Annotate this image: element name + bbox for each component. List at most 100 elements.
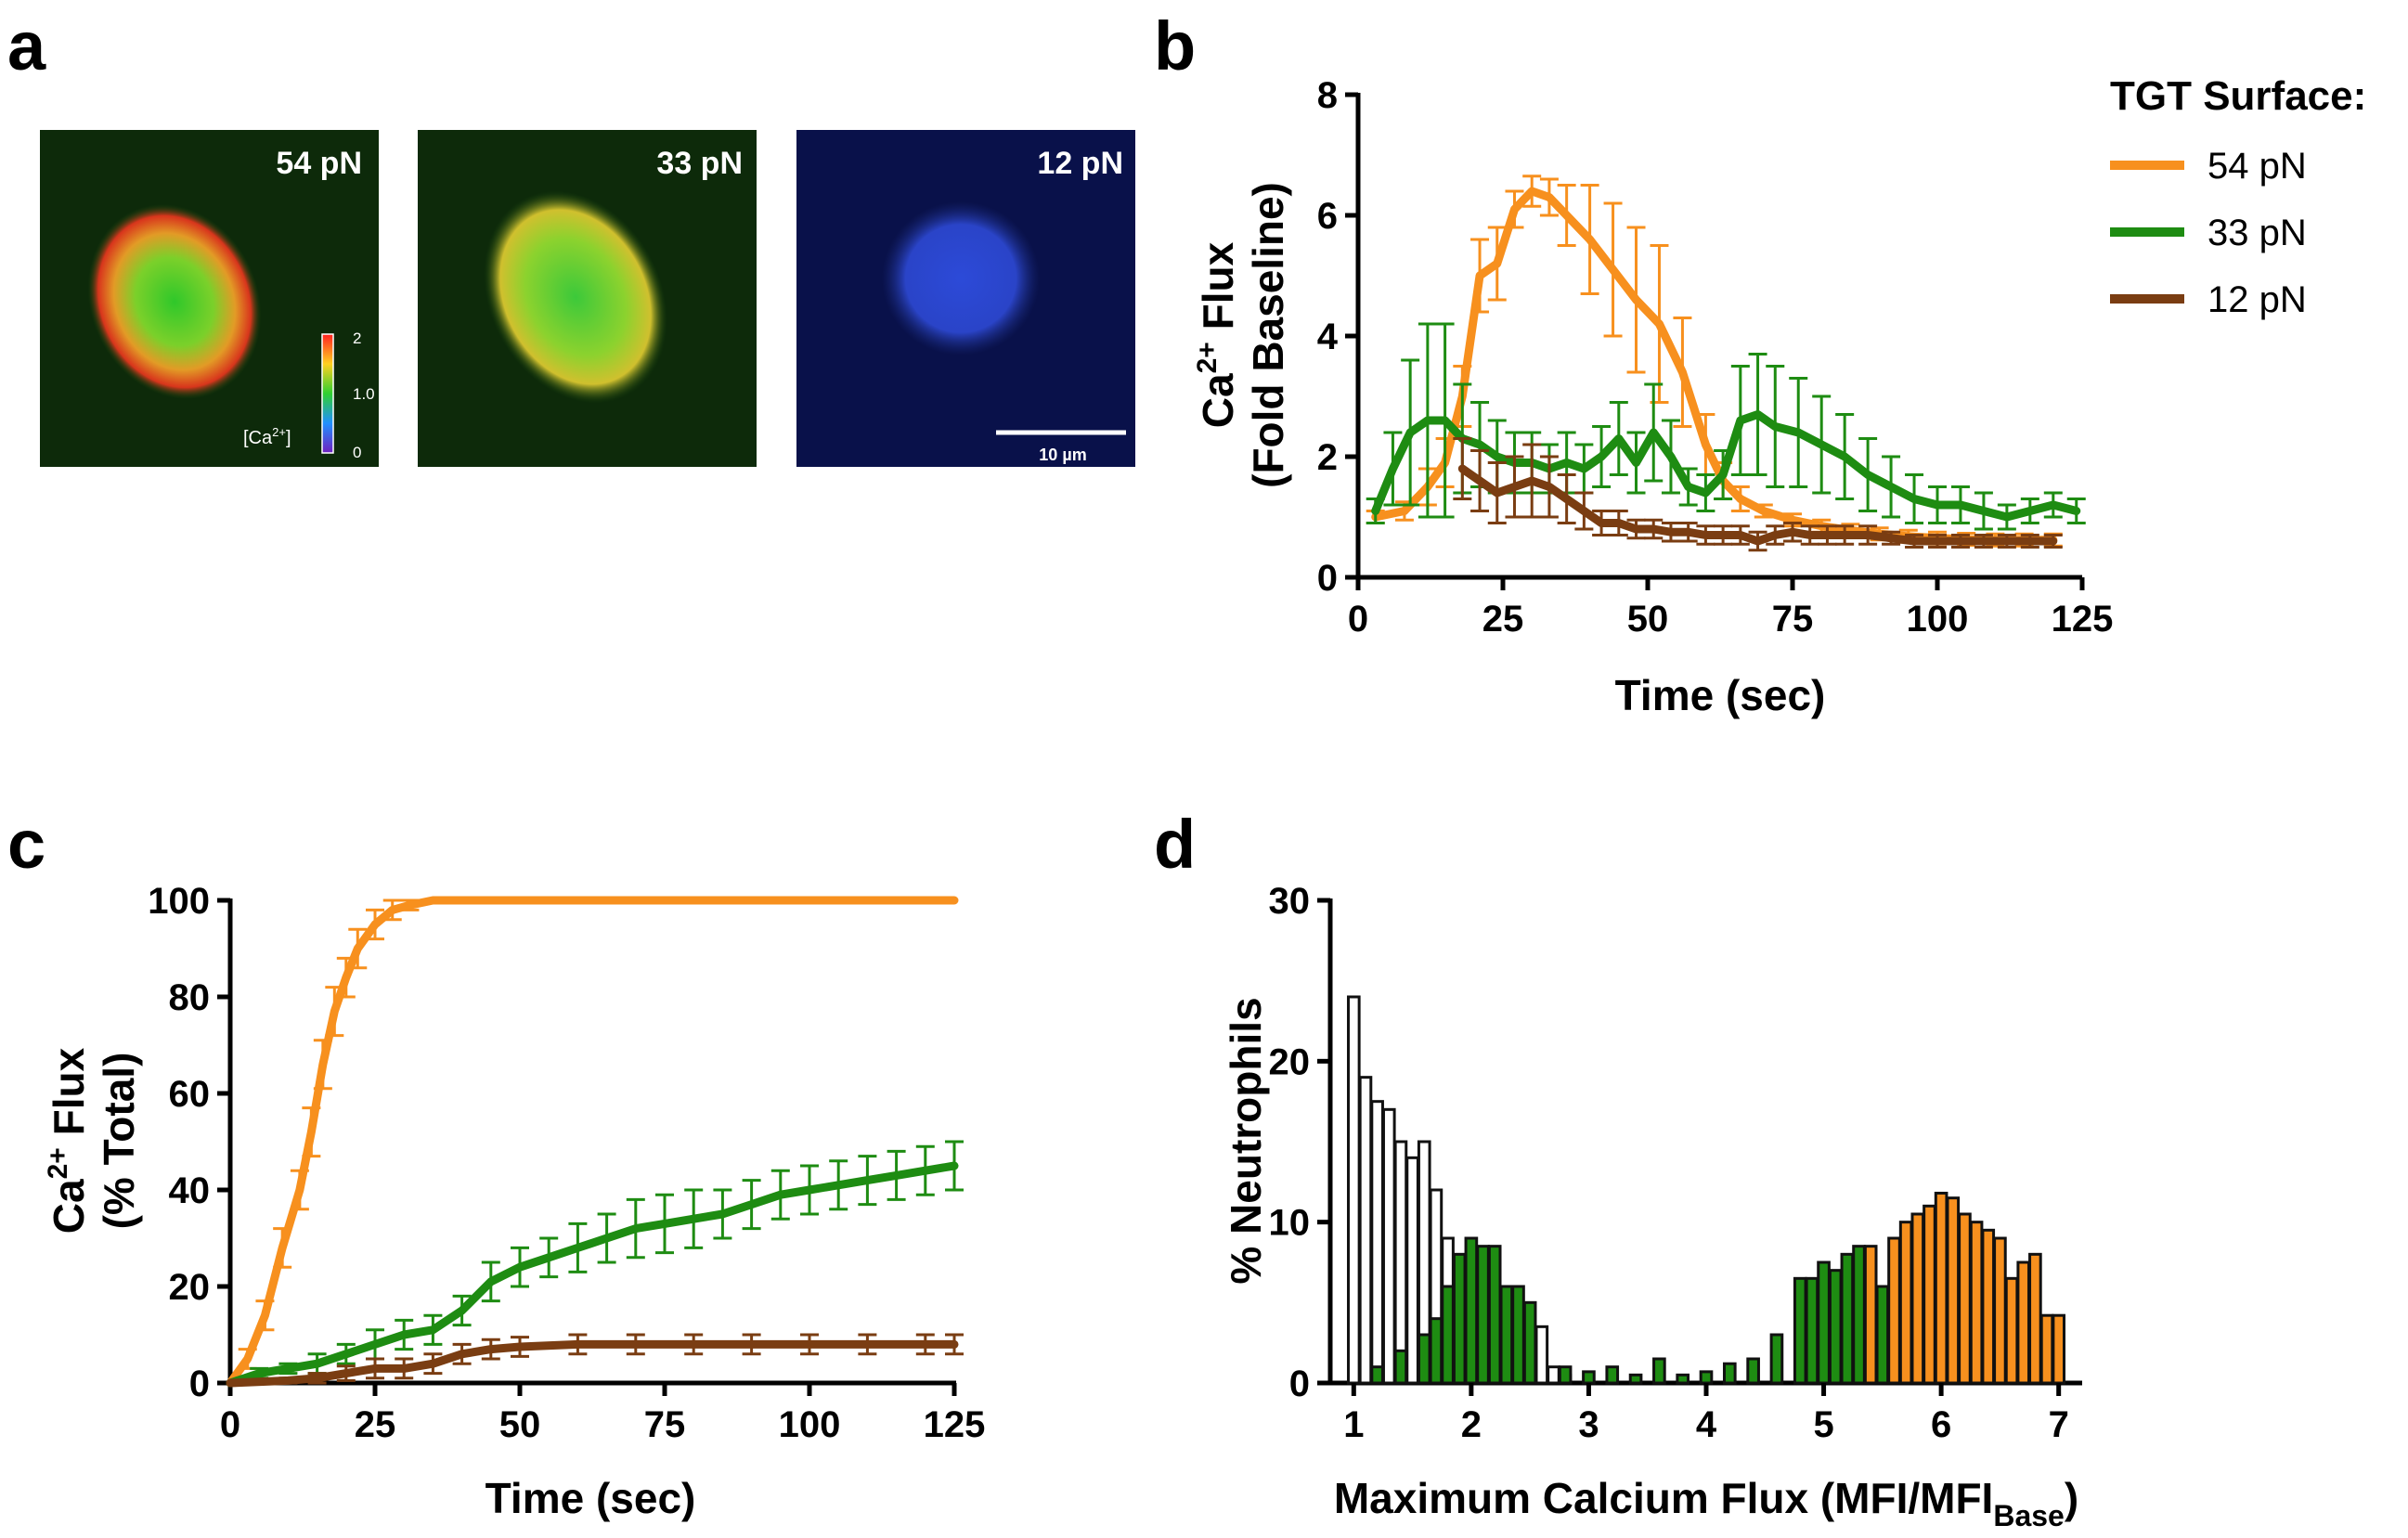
- y-tick-label: 4: [1317, 317, 1339, 357]
- micrograph-12pn: 12 pN 10 µm: [796, 130, 1135, 467]
- histogram-bar: [1817, 1260, 1831, 1385]
- colorbar: [321, 333, 334, 454]
- histogram-bar: [1429, 1317, 1444, 1385]
- histogram-bar: [2052, 1313, 2066, 1385]
- histogram-bar: [1910, 1212, 1925, 1385]
- chart-b-ylabel-line1: Ca2+ Flux: [1192, 241, 1242, 428]
- histogram-bar: [1499, 1285, 1514, 1385]
- series-12pn: [1453, 437, 2063, 552]
- chart-b-ylabel-line2: (Fold Baseline): [1244, 182, 1292, 488]
- y-tick-label: 30: [1269, 881, 1311, 922]
- histogram-bar: [1863, 1245, 1878, 1385]
- histogram-bar: [1370, 1365, 1384, 1385]
- histogram-bar: [1605, 1365, 1620, 1385]
- y-tick-label: 6: [1317, 196, 1338, 237]
- histogram-bar: [2039, 1313, 2054, 1385]
- series-54pn: [226, 896, 959, 1388]
- chart-c-ticks: 0 25 50 75 100 125 0 20 40 60 80 100: [148, 881, 985, 1445]
- x-tick-label: 100: [1907, 599, 1969, 640]
- y-tick-label: 2: [1317, 437, 1338, 478]
- y-tick-label: 0: [189, 1364, 210, 1404]
- chart-c-axes: [227, 898, 956, 1386]
- histogram-bar: [1381, 1107, 1396, 1385]
- panel-letter-c: c: [7, 806, 45, 883]
- y-tick-label: 80: [169, 977, 211, 1018]
- panel-a-images: 54 pN 2 1.0 0 [Ca2+] 33 pN 12 pN 10 µm: [40, 130, 1135, 467]
- panel-letter-b: b: [1154, 7, 1196, 84]
- y-tick-label: 0: [1289, 1364, 1310, 1404]
- series-54pn: [1366, 174, 2063, 548]
- legend-label-54pn: 54 pN: [2207, 146, 2307, 187]
- x-tick-label: 75: [644, 1404, 686, 1445]
- chart-d-ylabel: % Neutrophils: [1222, 997, 1270, 1284]
- legend-label-33pn: 33 pN: [2207, 213, 2307, 253]
- scale-bar-label: 10 µm: [1039, 446, 1086, 464]
- histogram-bar: [1346, 995, 1361, 1385]
- histogram-bar: [1934, 1191, 1948, 1385]
- histogram-bar: [1405, 1156, 1419, 1385]
- chart-b-ylabel: Ca2+ Flux (Fold Baseline): [1192, 182, 1292, 488]
- chart-b-ticks: 0 25 50 75 100 125 0 2 4 6 8: [1317, 75, 2114, 640]
- chart-d-xlabel-main: Maximum Calcium Flux (MFI/MFI: [1334, 1474, 1994, 1522]
- y-tick-label: 60: [169, 1074, 211, 1115]
- x-tick-label: 25: [1482, 599, 1524, 640]
- x-tick-label: 50: [1627, 599, 1669, 640]
- x-tick-label: 2: [1461, 1404, 1482, 1445]
- x-tick-label: 7: [2049, 1404, 2069, 1445]
- histogram-bar: [1769, 1333, 1784, 1385]
- histogram-bar: [1487, 1245, 1502, 1385]
- chart-c-ylabel: Ca2+ Flux (% Total): [43, 1047, 143, 1234]
- histogram-bar: [1722, 1362, 1737, 1385]
- bar-series-12pn: [1346, 995, 1573, 1385]
- histogram-bar: [1417, 1333, 1431, 1385]
- y-tick-label: 100: [148, 881, 210, 922]
- y-tick-label: 40: [169, 1170, 211, 1211]
- histogram-bar: [1887, 1236, 1901, 1385]
- histogram-bar: [1746, 1357, 1760, 1385]
- histogram-bar: [1358, 1076, 1373, 1385]
- histogram-bar: [1676, 1373, 1690, 1385]
- x-tick-label: 25: [355, 1404, 396, 1445]
- histogram-bar: [1393, 1140, 1408, 1385]
- chart-b-series: [1366, 174, 2086, 552]
- histogram-bar: [1547, 1365, 1560, 1385]
- x-tick-label: 50: [499, 1404, 541, 1445]
- chart-d-xlabel-sub: Base: [1993, 1499, 2065, 1532]
- chart-d-ticks: 1 2 3 4 5 6 7 0 10 20 30: [1269, 881, 2069, 1445]
- histogram-bar: [1923, 1204, 1936, 1385]
- chart-d: 1 2 3 4 5 6 7 0 10 20 30 Maximum Calcium Flux (MFI…: [1222, 881, 2082, 1532]
- histogram-bar: [1393, 1349, 1408, 1385]
- x-tick-label: 125: [924, 1404, 986, 1445]
- legend-label-12pn: 12 pN: [2207, 279, 2307, 320]
- histogram-bar: [1452, 1252, 1467, 1385]
- chart-c: 0 25 50 75 100 125 0 20 40 60 80 100 Time (sec) Ca2…: [43, 881, 985, 1522]
- histogram-bar: [1840, 1252, 1855, 1385]
- x-tick-label: 125: [2052, 599, 2114, 640]
- colorbar-label: [Ca2+]: [243, 425, 291, 448]
- colorbar-tick-1: 1.0: [353, 385, 375, 403]
- y-tick-label: 20: [169, 1267, 211, 1308]
- histogram-bar: [1946, 1196, 1961, 1385]
- histogram-bar: [1699, 1370, 1714, 1385]
- x-tick-label: 4: [1696, 1404, 1717, 1445]
- y-tick-label: 0: [1317, 558, 1338, 599]
- histogram-bar: [1522, 1300, 1537, 1385]
- histogram-bar: [1628, 1373, 1643, 1385]
- colorbar-tick-2: 2: [353, 330, 361, 347]
- chart-d-bars: [1346, 995, 2066, 1385]
- histogram-bar: [1534, 1325, 1549, 1385]
- series-line-33pn: [1371, 410, 2081, 522]
- series-line-33pn: [226, 1161, 959, 1388]
- histogram-bar: [2028, 1252, 2042, 1385]
- histogram-bar: [1958, 1212, 1972, 1385]
- x-tick-label: 1: [1343, 1404, 1364, 1445]
- x-tick-label: 3: [1578, 1404, 1599, 1445]
- series-line-12pn: [1457, 464, 2058, 546]
- histogram-bar: [1828, 1269, 1843, 1385]
- y-tick-label: 20: [1269, 1041, 1311, 1082]
- y-tick-label: 8: [1317, 75, 1338, 116]
- legend: TGT Surface: 54 pN 33 pN 12 pN: [2110, 73, 2366, 320]
- series-line-54pn: [226, 896, 959, 1388]
- chart-d-xlabel: Maximum Calcium Flux (MFI/MFIBase): [1334, 1474, 2078, 1532]
- histogram-bar: [1852, 1245, 1866, 1385]
